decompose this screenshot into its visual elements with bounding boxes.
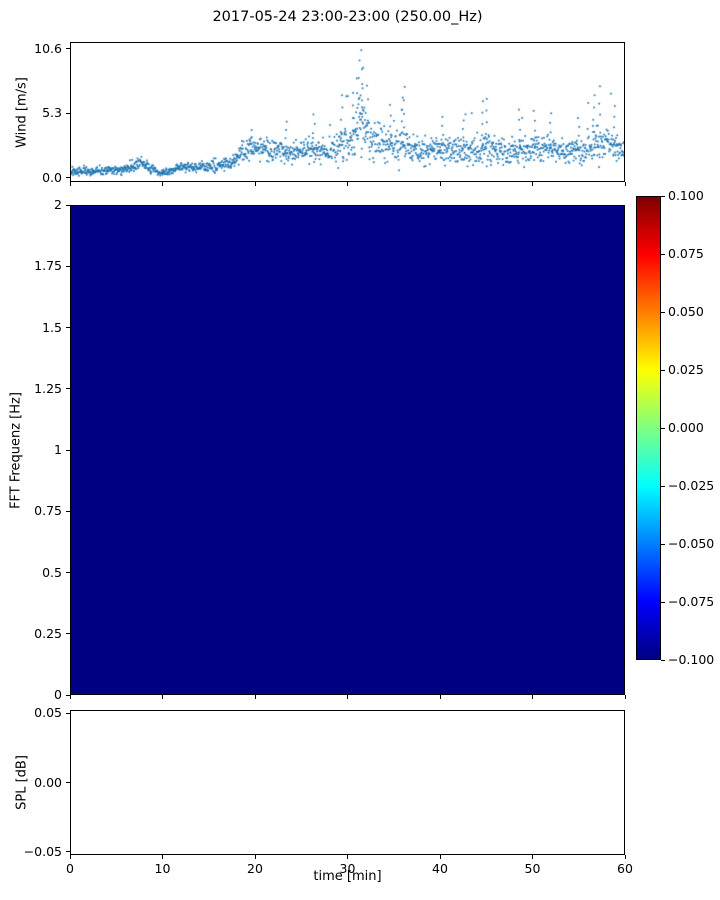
x-tick-mark <box>69 855 71 859</box>
x-tick-mark <box>162 855 163 859</box>
x-tick-mark <box>162 182 163 186</box>
x-tick-label: 20 <box>247 861 263 876</box>
x-axis-label: time [min] <box>313 869 382 884</box>
x-tick-label: 30 <box>339 861 356 876</box>
y-tick-label: 0.0 <box>42 169 62 185</box>
colorbar-tick-mark <box>661 311 665 313</box>
y-tick-label: 0.00 <box>34 774 62 790</box>
y-tick-mark <box>66 851 70 853</box>
colorbar-tick-label: 0.100 <box>668 188 704 203</box>
y-tick-label: 0.05 <box>34 705 62 721</box>
x-tick-mark <box>69 182 71 186</box>
y-tick-mark <box>66 694 70 696</box>
colorbar-tick-mark <box>661 253 665 255</box>
y-tick-label: 2 <box>54 197 62 212</box>
y-tick-label: 1.5 <box>42 319 62 335</box>
x-tick-label: 40 <box>432 861 448 876</box>
y-tick-label: 1.75 <box>34 258 62 274</box>
x-tick-mark <box>532 695 533 699</box>
colorbar-tick-label: 0.000 <box>668 420 704 435</box>
x-tick-mark <box>69 695 71 699</box>
colorbar-tick-mark <box>661 195 665 197</box>
x-tick-mark <box>254 182 256 186</box>
colorbar-tick-label: −0.075 <box>668 594 715 609</box>
x-tick-mark <box>254 855 256 859</box>
y-tick-label: −0.05 <box>23 843 62 859</box>
x-tick-mark <box>162 695 163 699</box>
y-tick-mark <box>66 265 70 267</box>
x-tick-mark <box>347 855 348 859</box>
y-tick-label: 0.5 <box>42 564 62 580</box>
y-tick-label: 0 <box>54 687 62 702</box>
colorbar-tick-label: 0.050 <box>668 304 704 319</box>
colorbar-tick-mark <box>661 659 665 661</box>
colorbar-tick-label: 0.025 <box>668 362 704 377</box>
x-tick-mark <box>624 855 626 859</box>
spl-plot <box>70 710 625 855</box>
y-tick-mark <box>66 388 70 390</box>
x-tick-label: 60 <box>617 861 633 876</box>
colorbar-tick-mark <box>661 485 665 487</box>
x-tick-label: 0 <box>66 861 74 876</box>
x-tick-mark <box>532 182 533 186</box>
fft-spectrogram <box>70 205 625 695</box>
x-tick-mark <box>254 695 256 699</box>
y-tick-mark <box>66 782 70 783</box>
y-tick-mark <box>66 712 70 714</box>
x-tick-mark <box>624 182 626 186</box>
x-tick-mark <box>532 855 533 859</box>
x-tick-mark <box>439 695 441 699</box>
x-tick-mark <box>439 855 441 859</box>
x-tick-mark <box>347 182 348 186</box>
y-tick-mark <box>66 449 70 451</box>
y-tick-label: 1 <box>54 442 62 457</box>
y-tick-label: 1.25 <box>34 380 62 396</box>
x-tick-mark <box>439 182 441 186</box>
colorbar-tick-mark <box>661 601 665 603</box>
chart-title: 2017-05-24 23:00-23:00 (250.00_Hz) <box>212 9 483 25</box>
colorbar-tick-mark <box>661 369 665 371</box>
colorbar-tick-label: −0.025 <box>668 478 715 493</box>
wind-scatter-canvas <box>71 43 624 181</box>
x-tick-mark <box>347 695 348 699</box>
y-tick-mark <box>66 327 70 328</box>
y-tick-label: 0.25 <box>34 625 62 641</box>
y-tick-label: 10.6 <box>34 40 62 56</box>
colorbar-tick-label: 0.075 <box>668 246 704 261</box>
y-tick-mark <box>66 633 70 635</box>
y-tick-mark <box>66 204 70 206</box>
colorbar-tick-label: −0.050 <box>668 536 715 551</box>
x-tick-mark <box>624 695 626 699</box>
y-tick-mark <box>66 572 70 573</box>
colorbar <box>636 196 661 660</box>
y-tick-mark <box>66 510 70 512</box>
y-tick-mark <box>66 112 70 114</box>
y-tick-mark <box>66 48 70 50</box>
colorbar-tick-mark <box>661 427 665 429</box>
wind-scatter-plot <box>70 42 625 182</box>
y-tick-label: 5.3 <box>42 105 62 121</box>
y-tick-mark <box>66 177 70 179</box>
x-tick-label: 50 <box>524 861 541 876</box>
x-tick-label: 10 <box>154 861 171 876</box>
colorbar-tick-mark <box>661 543 665 545</box>
colorbar-tick-label: −0.100 <box>668 652 715 667</box>
y-tick-label: 0.75 <box>34 503 62 519</box>
